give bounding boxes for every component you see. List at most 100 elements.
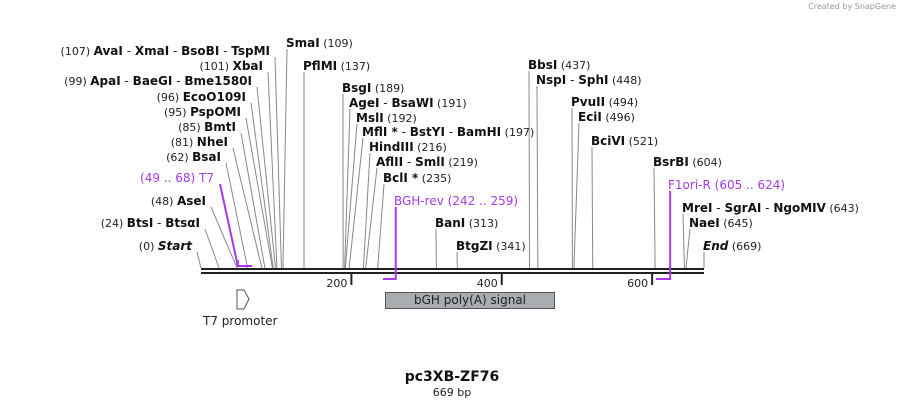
enzyme-site-nspi[interactable]: NspI - SphI (448)	[536, 73, 642, 269]
enzyme-cut-line	[653, 167, 656, 269]
enzyme-site-bmti[interactable]: (85) BmtI	[178, 120, 266, 269]
enzyme-site-naei[interactable]: NaeI (645)	[685, 216, 753, 269]
enzyme-name: BtgZI	[456, 239, 493, 253]
enzyme-site-bsgi[interactable]: BsgI (189)	[342, 81, 404, 269]
enzyme-site-btgzi[interactable]: BtgZI (341)	[456, 239, 526, 269]
enzyme-site-avai[interactable]: (107) AvaI - XmaI - BsoBI - TspMI	[61, 44, 282, 269]
enzyme-site-xbai[interactable]: (101) XbaI	[200, 59, 278, 269]
t7-promoter-label[interactable]: T7 promoter	[203, 314, 278, 328]
enzyme-site-number: (521)	[625, 135, 658, 148]
enzyme-site-mfli[interactable]: MflI * - BstYI - BamHI (197)	[348, 125, 534, 269]
enzyme-cut-line	[240, 132, 266, 269]
enzyme-site-apai[interactable]: (99) ApaI - BaeGI - Bme1580I	[64, 74, 276, 269]
enzyme-site-number: (95)	[164, 106, 190, 119]
enzyme-label: (24) BtsI - BtsαI	[101, 216, 200, 230]
ruler-tick-label: 600	[627, 277, 648, 290]
separator: -	[403, 155, 415, 169]
enzyme-label: BciVI (521)	[591, 134, 658, 148]
enzyme-name: NgoMIV	[773, 201, 826, 215]
plasmid-length: 669 bp	[432, 386, 472, 399]
ruler-tick-label: 400	[477, 277, 498, 290]
enzyme-site-ecoo109i[interactable]: (96) EcoO109I	[157, 90, 274, 269]
enzyme-site-number: (341)	[493, 240, 526, 253]
enzyme-name: BstYI	[410, 125, 445, 139]
enzyme-site-number: (85)	[178, 121, 204, 134]
enzyme-site-ecii[interactable]: EciI (496)	[573, 110, 635, 269]
enzyme-name: NaeI	[689, 216, 720, 230]
enzyme-label: BclI * (235)	[383, 171, 451, 185]
ruler-tick-label: 200	[326, 277, 347, 290]
enzyme-cut-line	[282, 48, 288, 269]
enzyme-label: (99) ApaI - BaeGI - Bme1580I	[64, 74, 252, 88]
enzyme-name: PspOMI	[190, 105, 241, 119]
enzyme-site-bsai[interactable]: (62) BsaI	[166, 150, 249, 269]
enzyme-name: BbsI	[528, 58, 557, 72]
enzyme-site-btsi[interactable]: (24) BtsI - BtsαI	[101, 216, 220, 269]
primer-label: (49 .. 68) T7	[140, 171, 214, 185]
enzyme-site-bcivi[interactable]: BciVI (521)	[591, 134, 658, 269]
enzyme-site-aflii[interactable]: AflII - SmlI (219)	[365, 155, 478, 269]
enzyme-site-hindiii[interactable]: HindIII (216)	[362, 140, 447, 269]
enzyme-site-pvuii[interactable]: PvuII (494)	[571, 95, 638, 269]
enzyme-cut-line	[274, 56, 282, 269]
enzyme-site-mrei[interactable]: MreI - SgrAI - NgoMIV (643)	[682, 201, 859, 269]
enzyme-site-msli[interactable]: MslI (192)	[344, 111, 417, 269]
enzyme-name: BmtI	[204, 120, 236, 134]
enzyme-name: PflMI	[303, 59, 337, 73]
bgh-polya-feature[interactable]: bGH poly(A) signal	[385, 292, 555, 309]
enzyme-site-number: (62)	[166, 151, 192, 164]
enzyme-cut-line	[196, 251, 202, 269]
enzyme-site-number: (192)	[384, 112, 417, 125]
enzyme-site-asei[interactable]: (48) AseI	[151, 194, 238, 269]
enzyme-label: SmaI (109)	[286, 36, 353, 50]
primer-arrow	[382, 207, 397, 280]
primer-bgh-rev[interactable]: BGH-rev (242 .. 259)	[382, 194, 518, 280]
enzyme-site-end[interactable]: End (669)	[703, 239, 761, 268]
enzyme-site-nhei[interactable]: (81) NheI	[171, 135, 263, 269]
enzyme-label: (62) BsaI	[166, 150, 221, 164]
enzyme-label: MreI - SgrAI - NgoMIV (643)	[682, 201, 859, 215]
enzyme-cut-line	[204, 228, 220, 269]
enzyme-cut-line	[267, 71, 278, 269]
enzyme-site-number: (437)	[557, 59, 590, 72]
enzyme-label: (48) AseI	[151, 194, 206, 208]
enzyme-site-number: (81)	[171, 136, 197, 149]
enzyme-cut-line	[365, 167, 378, 269]
enzyme-name: HindIII	[369, 140, 414, 154]
enzyme-site-start[interactable]: (0) Start	[139, 239, 202, 269]
primer-f1ori-r[interactable]: F1ori-R (605 .. 624)	[655, 178, 785, 280]
enzyme-site-pspomi[interactable]: (95) PspOMI	[164, 105, 273, 269]
enzyme-name: AseI	[177, 194, 206, 208]
enzyme-site-bcli[interactable]: BclI * (235)	[377, 171, 452, 269]
enzyme-site-number: (219)	[445, 156, 478, 169]
separator: -	[761, 201, 773, 215]
enzyme-site-bsrbi[interactable]: BsrBI (604)	[653, 155, 722, 269]
enzyme-site-number: (24)	[101, 217, 127, 230]
primer-label: BGH-rev (242 .. 259)	[394, 194, 518, 208]
enzyme-label: End (669)	[703, 239, 761, 253]
enzyme-label: PflMI (137)	[303, 59, 370, 73]
enzyme-label: BbsI (437)	[528, 58, 590, 72]
enzyme-site-number: (189)	[371, 82, 404, 95]
enzyme-site-number: (109)	[320, 37, 353, 50]
enzyme-site-bani[interactable]: BanI (313)	[435, 216, 498, 269]
primer-range: (49 .. 68)	[140, 171, 199, 185]
enzyme-site-agei[interactable]: AgeI - BsaWI (191)	[344, 96, 467, 269]
primer-arrow	[219, 183, 253, 267]
enzyme-name: Bme1580I	[184, 74, 252, 88]
primer-t7[interactable]: (49 .. 68) T7	[140, 171, 253, 267]
enzyme-site-number: (235)	[418, 172, 451, 185]
enzyme-site-bbsi[interactable]: BbsI (437)	[528, 58, 590, 269]
enzyme-name: SphI	[578, 73, 608, 87]
plasmid-title: pc3XB-ZF76	[404, 369, 500, 385]
enzyme-cut-line	[344, 123, 358, 269]
enzyme-name: BtsI	[127, 216, 154, 230]
enzyme-site-pflmi[interactable]: PflMI (137)	[303, 59, 370, 269]
enzyme-label: (81) NheI	[171, 135, 228, 149]
enzyme-label: (95) PspOMI	[164, 105, 241, 119]
separator: -	[219, 44, 231, 58]
enzyme-site-number: (496)	[602, 111, 635, 124]
enzyme-site-smai[interactable]: SmaI (109)	[282, 36, 353, 269]
enzyme-cut-line	[528, 70, 531, 269]
enzyme-name: XbaI	[233, 59, 263, 73]
